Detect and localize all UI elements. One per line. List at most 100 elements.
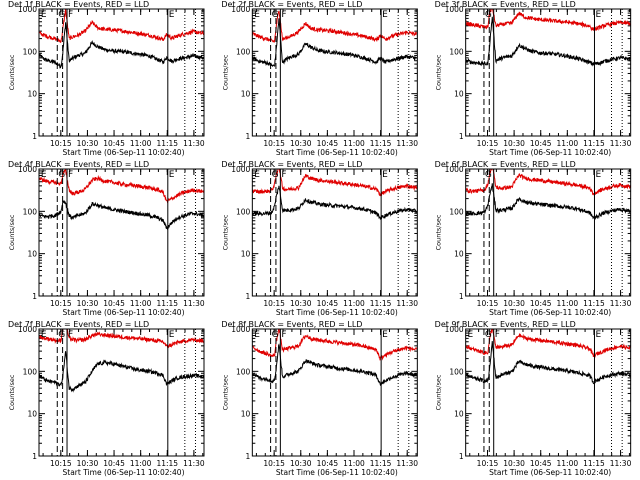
y-tick-label: 1 (246, 292, 251, 301)
y-tick-label: 1 (246, 132, 251, 141)
plot-frame (465, 328, 632, 457)
x-tick-label: 11:30 (396, 299, 418, 308)
y-tick-label: 1 (459, 452, 464, 461)
x-tick-label: 11:00 (130, 139, 152, 148)
x-axis-label: Start Time (06-Sep-11 10:02:40) (276, 148, 398, 157)
plot-frame (38, 328, 205, 457)
x-axis-label: Start Time (06-Sep-11 10:02:40) (63, 468, 185, 477)
x-tick-label: 10:15 (50, 459, 72, 468)
x-tick-label: 10:15 (50, 299, 72, 308)
y-tick-label: 10 (454, 90, 464, 99)
y-tick-label: 100 (449, 207, 464, 216)
plot-frame (251, 328, 418, 457)
x-tick-label: 10:45 (317, 299, 339, 308)
series-line-lld (39, 329, 204, 350)
detector-panel: Det 5f BLACK = Events, RED = LLD Counts/s… (221, 160, 418, 317)
series-line-lld (252, 10, 418, 43)
series-line-events (39, 351, 204, 393)
y-tick-label: 1 (32, 452, 37, 461)
y-tick-label: 100 (236, 47, 251, 56)
series-line-events (39, 22, 204, 69)
detector-panel: Det 3f BLACK = Events, RED = LLD Counts/s… (435, 0, 632, 157)
x-tick-label: 11:30 (396, 139, 418, 148)
x-tick-label: 10:30 (503, 139, 525, 148)
event-marker-label: G (58, 330, 65, 340)
x-tick-label: 11:00 (130, 459, 152, 468)
plot-frame (38, 168, 205, 297)
x-tick-label: 10:15 (477, 299, 499, 308)
series-line-events (465, 183, 631, 220)
plot-frame (465, 168, 632, 297)
event-marker-label: G (485, 330, 492, 340)
event-marker-label: E (254, 330, 260, 340)
event-marker-label: F (495, 330, 500, 340)
series-line-events (39, 200, 204, 231)
event-marker-label: F (68, 330, 73, 340)
x-tick-label: 11:15 (370, 299, 392, 308)
x-tick-label: 11:00 (343, 459, 365, 468)
y-tick-label: 1000 (231, 325, 250, 334)
x-tick-label: 10:30 (503, 299, 525, 308)
event-marker-label: E (468, 330, 474, 340)
event-marker-label: E (595, 10, 601, 20)
y-axis-label: Counts/sec (435, 54, 443, 90)
y-tick-label: 1000 (18, 5, 37, 14)
x-tick-label: 11:30 (396, 459, 418, 468)
y-axis-label: Counts/sec (435, 374, 443, 410)
detector-panel: Det 4f BLACK = Events, RED = LLD Counts/s… (8, 160, 205, 317)
y-tick-label: 100 (449, 367, 464, 376)
panel-title: Det 3f BLACK = Events, RED = LLD (435, 0, 576, 9)
y-tick-label: 10 (27, 410, 37, 419)
x-tick-label: 10:15 (477, 139, 499, 148)
x-tick-label: 10:30 (77, 139, 99, 148)
x-tick-label: 10:15 (50, 139, 72, 148)
x-tick-label: 11:30 (183, 299, 205, 308)
x-tick-label: 11:15 (370, 459, 392, 468)
x-axis-label: Start Time (06-Sep-11 10:02:40) (489, 468, 611, 477)
x-tick-label: 10:30 (503, 459, 525, 468)
y-tick-label: 10 (241, 410, 251, 419)
x-tick-label: 11:00 (557, 299, 579, 308)
y-tick-label: 100 (449, 47, 464, 56)
series-line-lld (252, 169, 418, 197)
x-tick-label: 10:45 (530, 299, 552, 308)
x-tick-label: 11:30 (610, 459, 632, 468)
event-marker-label: E (169, 330, 175, 340)
detector-panel: Det 2f BLACK = Events, RED = LLD Counts/s… (221, 0, 418, 157)
event-marker-label: F (281, 170, 286, 180)
x-tick-label: 10:45 (317, 459, 339, 468)
y-axis-label: Counts/sec (221, 374, 229, 410)
x-tick-label: 10:45 (530, 139, 552, 148)
event-marker-label: F (281, 330, 286, 340)
x-axis-label: Start Time (06-Sep-11 10:02:40) (63, 148, 185, 157)
y-tick-label: 1 (32, 292, 37, 301)
event-marker-label: E (595, 330, 601, 340)
x-tick-label: 11:15 (583, 139, 605, 148)
series-line-lld (39, 9, 204, 43)
x-tick-label: 10:15 (263, 139, 285, 148)
x-tick-label: 11:30 (610, 299, 632, 308)
y-tick-label: 1000 (18, 165, 37, 174)
detector-panel: Det 7f BLACK = Events, RED = LLD Counts/s… (8, 320, 205, 477)
plot-frame (465, 8, 632, 137)
panel-title: Det 9f BLACK = Events, RED = LLD (435, 320, 576, 329)
x-tick-label: 10:45 (103, 299, 125, 308)
x-tick-label: 11:15 (583, 459, 605, 468)
series-line-events (465, 16, 631, 67)
x-tick-label: 11:00 (130, 299, 152, 308)
y-tick-label: 10 (241, 250, 251, 259)
y-tick-label: 100 (23, 47, 38, 56)
event-marker-label: G (58, 170, 65, 180)
plot-frame (251, 8, 418, 137)
event-marker-label: E (254, 170, 260, 180)
x-tick-label: 10:15 (263, 299, 285, 308)
x-tick-label: 10:30 (290, 299, 312, 308)
x-tick-label: 10:15 (477, 459, 499, 468)
event-marker-label: E (382, 10, 388, 20)
y-axis-label: Counts/sec (221, 54, 229, 90)
x-tick-label: 11:15 (156, 459, 178, 468)
x-axis-label: Start Time (06-Sep-11 10:02:40) (489, 148, 611, 157)
x-tick-label: 11:15 (583, 299, 605, 308)
x-tick-label: 10:45 (317, 139, 339, 148)
